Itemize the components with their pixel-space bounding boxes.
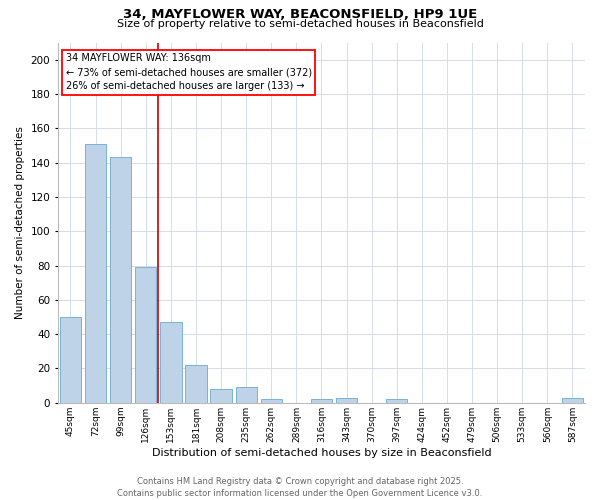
- Y-axis label: Number of semi-detached properties: Number of semi-detached properties: [15, 126, 25, 319]
- Text: 34 MAYFLOWER WAY: 136sqm
← 73% of semi-detached houses are smaller (372)
26% of : 34 MAYFLOWER WAY: 136sqm ← 73% of semi-d…: [66, 54, 312, 92]
- Bar: [260, 400, 282, 403]
- Text: Contains HM Land Registry data © Crown copyright and database right 2025.
Contai: Contains HM Land Registry data © Crown c…: [118, 476, 482, 498]
- Bar: [336, 398, 357, 403]
- Bar: [85, 144, 106, 403]
- Text: Size of property relative to semi-detached houses in Beaconsfield: Size of property relative to semi-detach…: [116, 19, 484, 29]
- Bar: [60, 317, 81, 403]
- Bar: [562, 398, 583, 403]
- Bar: [110, 158, 131, 403]
- Bar: [211, 389, 232, 403]
- Bar: [236, 388, 257, 403]
- Bar: [160, 322, 182, 403]
- Bar: [311, 400, 332, 403]
- X-axis label: Distribution of semi-detached houses by size in Beaconsfield: Distribution of semi-detached houses by …: [152, 448, 491, 458]
- Bar: [386, 400, 407, 403]
- Bar: [135, 268, 157, 403]
- Bar: [185, 365, 206, 403]
- Text: 34, MAYFLOWER WAY, BEACONSFIELD, HP9 1UE: 34, MAYFLOWER WAY, BEACONSFIELD, HP9 1UE: [123, 8, 477, 20]
